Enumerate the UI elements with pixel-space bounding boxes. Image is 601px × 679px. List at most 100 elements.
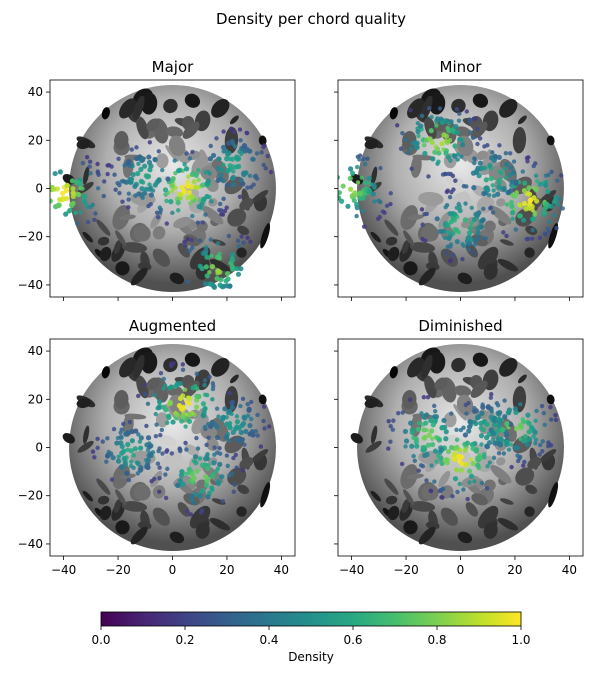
panel-title: Major (152, 58, 194, 76)
density-point (192, 454, 199, 460)
density-point (142, 392, 148, 397)
density-point (117, 190, 122, 196)
density-point (484, 434, 490, 441)
density-point (135, 460, 141, 467)
density-point (214, 406, 220, 411)
density-point (516, 458, 521, 464)
density-point (249, 399, 254, 405)
density-point (351, 197, 357, 204)
density-point (484, 486, 490, 491)
density-point (510, 216, 515, 221)
background-cluster (384, 219, 399, 236)
x-tick-label: 20 (507, 563, 522, 577)
density-point (119, 443, 125, 450)
density-point (230, 429, 236, 436)
density-point (532, 212, 537, 218)
density-point (190, 385, 196, 391)
density-point (461, 243, 467, 249)
panel-minor: Minor (334, 58, 584, 301)
density-point (338, 174, 340, 180)
density-point (386, 446, 391, 451)
density-point (230, 266, 236, 272)
density-point (463, 201, 468, 206)
background-cluster (421, 95, 433, 121)
background-cluster (166, 126, 184, 138)
background-cluster (136, 116, 149, 140)
density-point (148, 192, 155, 198)
density-point (160, 451, 165, 456)
density-point (232, 129, 237, 134)
background-cluster (385, 236, 398, 246)
density-point (428, 128, 434, 134)
density-point (434, 146, 441, 152)
background-cluster (497, 517, 519, 531)
background-cluster (470, 380, 488, 398)
density-point (454, 437, 460, 443)
density-point (541, 410, 547, 416)
density-point (163, 383, 168, 388)
density-point (497, 143, 502, 148)
background-cluster (160, 450, 183, 472)
density-point (491, 455, 497, 461)
density-point (439, 141, 445, 147)
density-point (119, 179, 124, 184)
panels: Major −40 −20 0 20 40 Minor Augmented −40 −20 0 20 4… (18, 58, 584, 577)
density-point (388, 423, 393, 429)
density-point (111, 426, 117, 432)
density-point (238, 177, 244, 183)
background-cluster (130, 526, 148, 545)
y-tick-label: 0 (35, 441, 43, 455)
density-point (464, 440, 471, 446)
density-point (429, 463, 434, 468)
density-point (524, 441, 530, 448)
density-point (478, 224, 485, 230)
density-point (224, 205, 229, 210)
density-point (242, 415, 248, 421)
density-point (462, 447, 468, 453)
density-point (147, 167, 153, 173)
density-point (533, 441, 538, 446)
background-cluster (401, 240, 410, 254)
density-point (471, 185, 477, 191)
density-point (471, 250, 477, 256)
density-point (95, 161, 100, 167)
density-point (200, 220, 206, 225)
density-point (95, 445, 100, 451)
density-point (175, 200, 181, 206)
density-point (126, 477, 132, 483)
density-point (477, 160, 483, 166)
density-point (183, 243, 188, 248)
density-point (403, 137, 408, 143)
density-point (236, 163, 242, 170)
background-cluster (465, 502, 479, 517)
density-point (121, 448, 127, 454)
background-cluster (237, 484, 250, 495)
density-point (199, 488, 205, 494)
density-point (520, 419, 527, 425)
density-point (483, 177, 489, 183)
density-point (453, 123, 459, 130)
density-point (450, 494, 455, 499)
density-point (491, 157, 497, 163)
density-point (481, 452, 487, 457)
density-point (485, 143, 490, 148)
density-point (340, 183, 346, 189)
density-point (491, 193, 497, 199)
background-cluster (471, 493, 488, 506)
density-point (472, 242, 478, 247)
density-point (228, 126, 234, 131)
density-point (432, 409, 438, 414)
density-point (126, 191, 132, 196)
background-cluster (438, 470, 451, 488)
density-point (475, 141, 480, 147)
background-cluster (62, 432, 75, 444)
density-point (81, 198, 87, 205)
background-cluster (524, 506, 535, 517)
background-cluster (202, 205, 224, 225)
density-point (231, 455, 236, 461)
density-point (39, 196, 44, 201)
x-tick-label: −40 (339, 563, 364, 577)
density-point (245, 185, 250, 190)
density-point (218, 176, 224, 182)
density-point (354, 164, 360, 170)
